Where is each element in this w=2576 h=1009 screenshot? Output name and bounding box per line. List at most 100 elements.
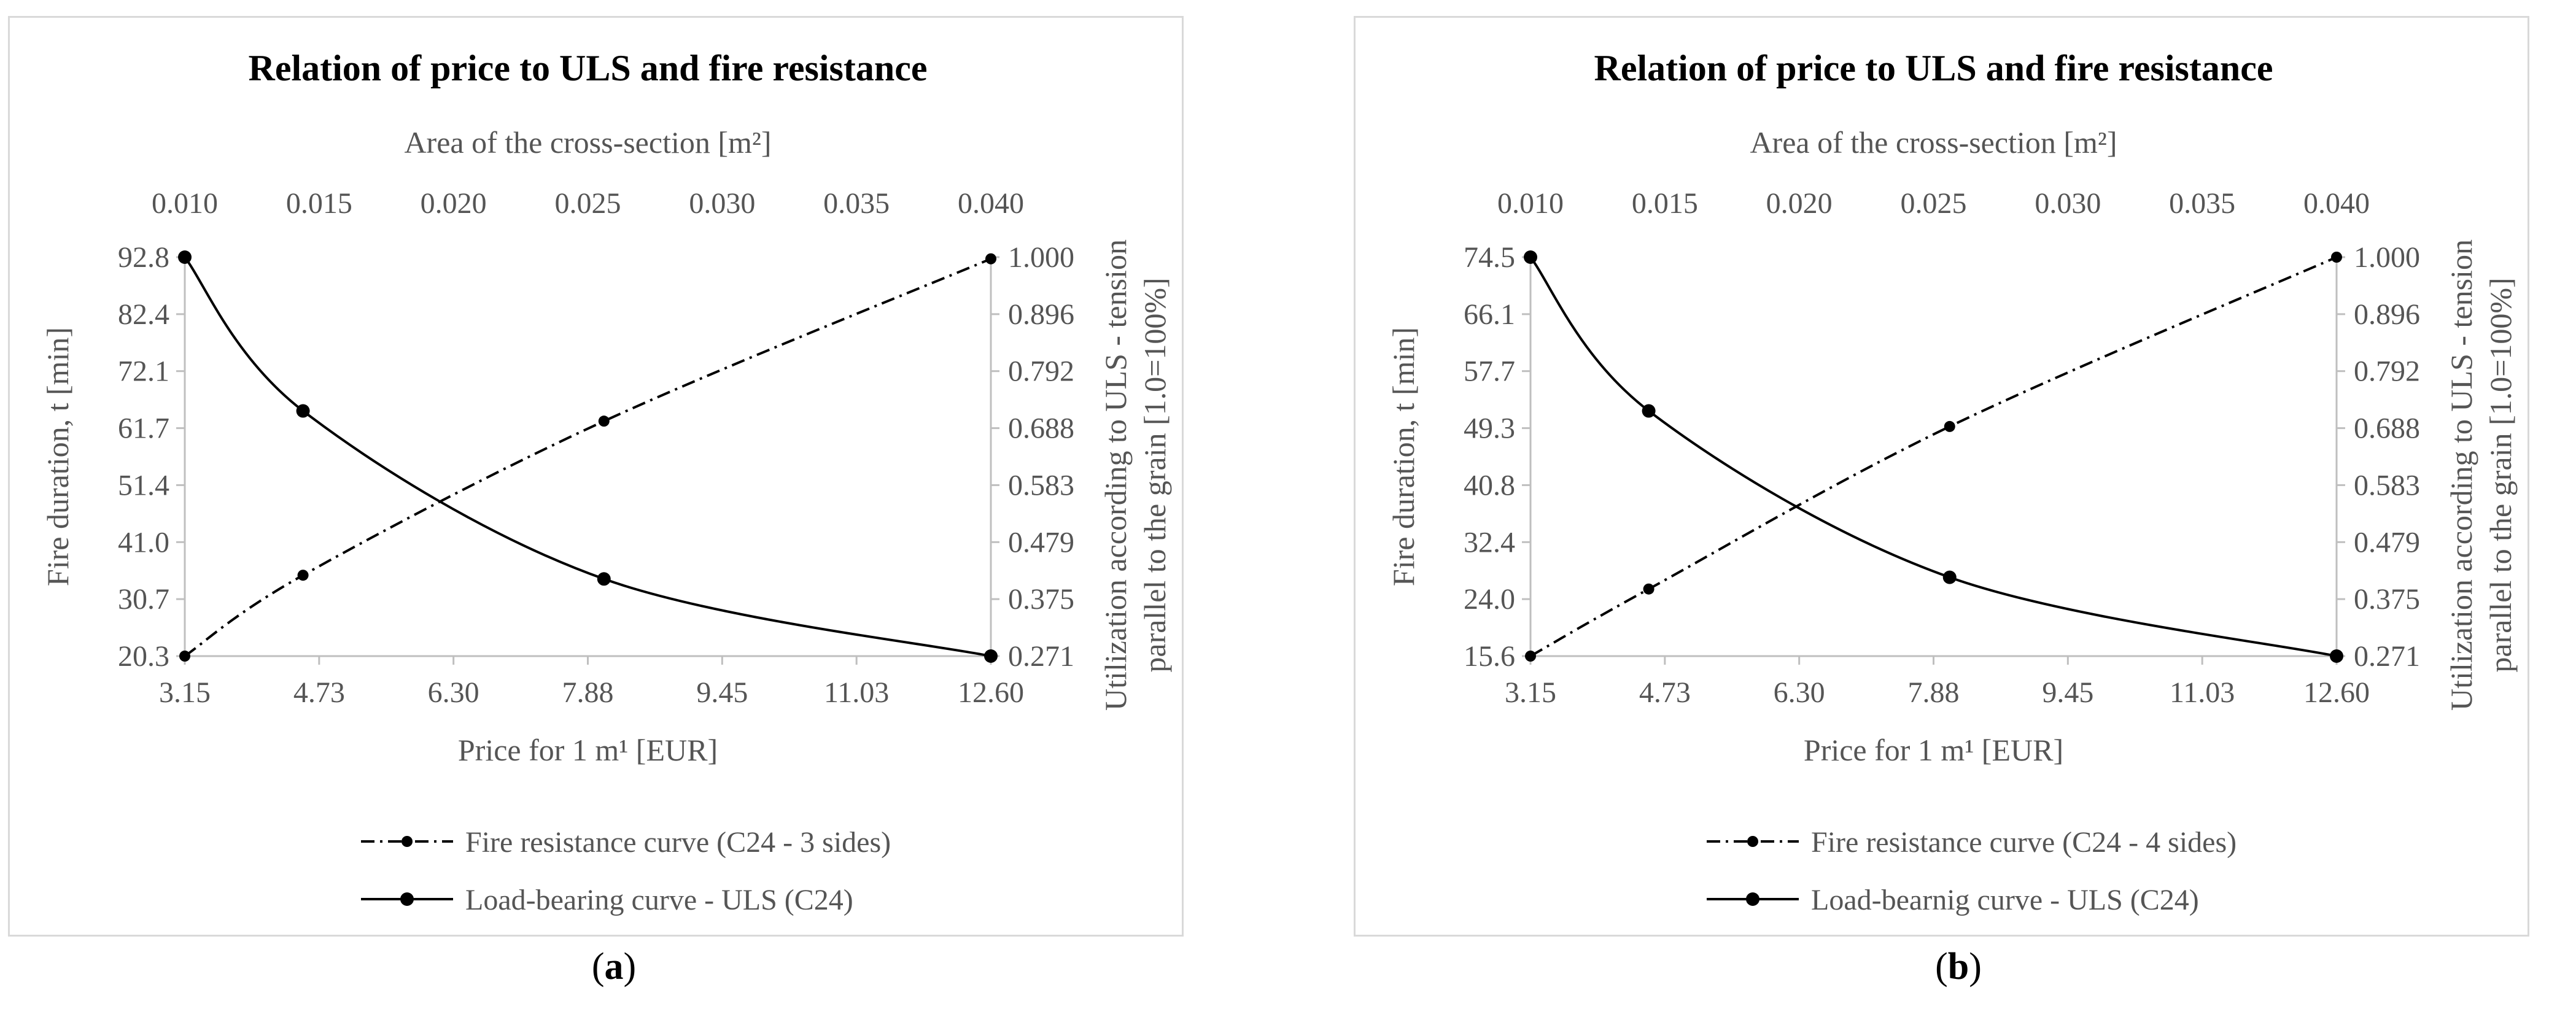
y-left-tick-label: 30.7: [118, 583, 169, 616]
x-bottom-tick-label: 6.30: [428, 676, 479, 709]
x-bottom-tick-label: 9.45: [696, 676, 748, 709]
load-bearing-point: [1524, 250, 1537, 264]
y-left-tick-label: 40.8: [1464, 469, 1515, 501]
legend-label-1: Fire resistance curve (C24 - 3 sides): [465, 826, 891, 859]
x-top-tick-label: 0.030: [689, 187, 755, 220]
load-bearing-curve-line: [1530, 257, 2337, 656]
y-left-tick-label: 61.7: [118, 412, 169, 445]
y-left-tick-label: 41.0: [118, 526, 169, 559]
y-right-tick-label: 0.583: [1008, 469, 1074, 501]
y-right-tick-label: 0.479: [2354, 526, 2420, 559]
x-top-tick-label: 0.015: [1632, 187, 1698, 220]
y-right-tick-label: 0.479: [1008, 526, 1074, 559]
fire-resistance-point: [1525, 651, 1536, 662]
x-top-tick-label: 0.020: [421, 187, 487, 220]
load-bearing-point: [178, 250, 192, 264]
y-right-tick-label: 0.375: [2354, 583, 2420, 616]
y-right-tick-label: 0.792: [1008, 355, 1074, 388]
x-top-tick-label: 0.010: [152, 187, 218, 220]
y-left-tick-label: 66.1: [1464, 298, 1515, 331]
x-top-tick-label: 0.020: [1766, 187, 1833, 220]
x-bottom-tick-label: 11.03: [2170, 676, 2235, 709]
x-bottom-tick-label: 7.88: [562, 676, 614, 709]
y-right-axis-label-line2: parallel to the grain [1.0=100%]: [2483, 277, 2518, 672]
y-right-axis-label-line1: Utilization according to ULS - tension: [2444, 239, 2478, 711]
legend-marker-1: [1747, 836, 1758, 847]
y-right-tick-label: 0.792: [2354, 355, 2420, 388]
x-top-tick-label: 0.025: [555, 187, 621, 220]
chart-panel-a: Relation of price to ULS and fire resist…: [8, 16, 1184, 937]
x-top-tick-label: 0.010: [1497, 187, 1564, 220]
x-top-tick-label: 0.025: [1901, 187, 1967, 220]
legend-marker-2: [400, 892, 414, 906]
x-bottom-tick-label: 12.60: [2303, 676, 2370, 709]
fire-resistance-point: [1944, 421, 1955, 432]
y-left-axis-label: Fire duration, t [min]: [41, 327, 75, 586]
load-bearing-point: [297, 404, 310, 418]
x-bottom-axis-label: Price for 1 m¹ [EUR]: [458, 733, 718, 767]
x-bottom-tick-label: 3.15: [1505, 676, 1556, 709]
y-right-axis-label-line1: Utilization according to ULS - tension: [1098, 239, 1133, 711]
y-left-tick-label: 24.0: [1464, 583, 1515, 616]
y-left-tick-label: 74.5: [1464, 241, 1515, 274]
x-bottom-tick-label: 7.88: [1908, 676, 1960, 709]
chart-panel-b: Relation of price to ULS and fire resist…: [1354, 16, 2529, 937]
x-bottom-tick-label: 3.15: [159, 676, 211, 709]
x-bottom-tick-label: 4.73: [1639, 676, 1691, 709]
y-right-tick-label: 0.583: [2354, 469, 2420, 501]
fire-resistance-curve-line: [1530, 257, 2337, 656]
y-right-tick-label: 0.896: [2354, 298, 2420, 331]
legend-marker-2: [1746, 892, 1759, 906]
y-left-tick-label: 20.3: [118, 640, 169, 673]
y-left-tick-label: 49.3: [1464, 412, 1515, 445]
y-left-tick-label: 72.1: [118, 355, 169, 388]
fire-resistance-point: [599, 416, 610, 427]
fire-resistance-point: [985, 253, 996, 265]
y-right-tick-label: 0.271: [1008, 640, 1074, 673]
x-top-axis-label: Area of the cross-section [m²]: [1750, 125, 2117, 160]
fire-resistance-point: [298, 570, 309, 581]
caption-a: (a): [491, 945, 737, 989]
fire-resistance-point: [2331, 252, 2342, 263]
y-right-tick-label: 0.896: [1008, 298, 1074, 331]
fire-resistance-curve-line: [185, 259, 991, 656]
legend-label-2: Load-bearing curve - ULS (C24): [465, 884, 853, 916]
fire-resistance-point: [179, 651, 190, 662]
x-top-tick-label: 0.040: [2303, 187, 2370, 220]
x-bottom-tick-label: 12.60: [958, 676, 1024, 709]
x-top-tick-label: 0.040: [958, 187, 1024, 220]
y-left-tick-label: 32.4: [1464, 526, 1515, 559]
y-right-tick-label: 0.375: [1008, 583, 1074, 616]
y-left-tick-label: 57.7: [1464, 355, 1515, 388]
y-left-tick-label: 15.6: [1464, 640, 1515, 673]
y-right-tick-label: 1.000: [2354, 241, 2420, 274]
chart-svg-a: Relation of price to ULS and fire resist…: [10, 18, 1182, 935]
y-right-tick-label: 0.271: [2354, 640, 2420, 673]
x-bottom-tick-label: 4.73: [293, 676, 345, 709]
x-top-tick-label: 0.015: [286, 187, 352, 220]
x-top-tick-label: 0.030: [2035, 187, 2101, 220]
x-bottom-axis-label: Price for 1 m¹ [EUR]: [1804, 733, 2063, 767]
x-bottom-tick-label: 6.30: [1774, 676, 1825, 709]
load-bearing-point: [984, 649, 998, 663]
chart-title: Relation of price to ULS and fire resist…: [249, 48, 928, 88]
load-bearing-point: [2330, 649, 2343, 663]
x-top-tick-label: 0.035: [2169, 187, 2235, 220]
y-left-axis-label: Fire duration, t [min]: [1386, 327, 1421, 586]
legend-marker-1: [402, 836, 413, 847]
legend-label-2: Load-bearnig curve - ULS (C24): [1811, 884, 2199, 916]
y-left-tick-label: 82.4: [118, 298, 169, 331]
x-top-axis-label: Area of the cross-section [m²]: [404, 125, 771, 160]
fire-resistance-point: [1643, 584, 1655, 595]
y-right-axis-label-line2: parallel to the grain [1.0=100%]: [1138, 277, 1172, 672]
load-bearing-point: [1943, 571, 1957, 584]
y-right-tick-label: 0.688: [2354, 412, 2420, 445]
chart-title: Relation of price to ULS and fire resist…: [1594, 48, 2273, 88]
chart-svg-b: Relation of price to ULS and fire resist…: [1356, 18, 2528, 935]
y-right-tick-label: 1.000: [1008, 241, 1074, 274]
x-top-tick-label: 0.035: [823, 187, 890, 220]
load-bearing-point: [597, 572, 611, 586]
load-bearing-point: [1642, 404, 1656, 418]
y-left-tick-label: 92.8: [118, 241, 169, 274]
legend-label-1: Fire resistance curve (C24 - 4 sides): [1811, 826, 2237, 859]
